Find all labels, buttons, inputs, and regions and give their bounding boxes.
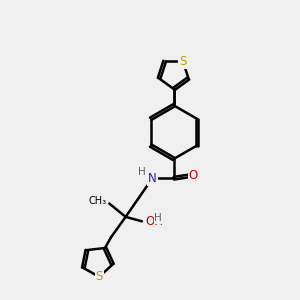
- Text: O: O: [188, 169, 198, 182]
- Text: CH₃: CH₃: [88, 196, 106, 206]
- Text: H: H: [154, 213, 162, 223]
- Text: N: N: [148, 172, 157, 185]
- Text: S: S: [179, 55, 187, 68]
- Text: OH: OH: [146, 215, 164, 228]
- Text: H: H: [138, 167, 146, 177]
- Text: S: S: [95, 270, 103, 283]
